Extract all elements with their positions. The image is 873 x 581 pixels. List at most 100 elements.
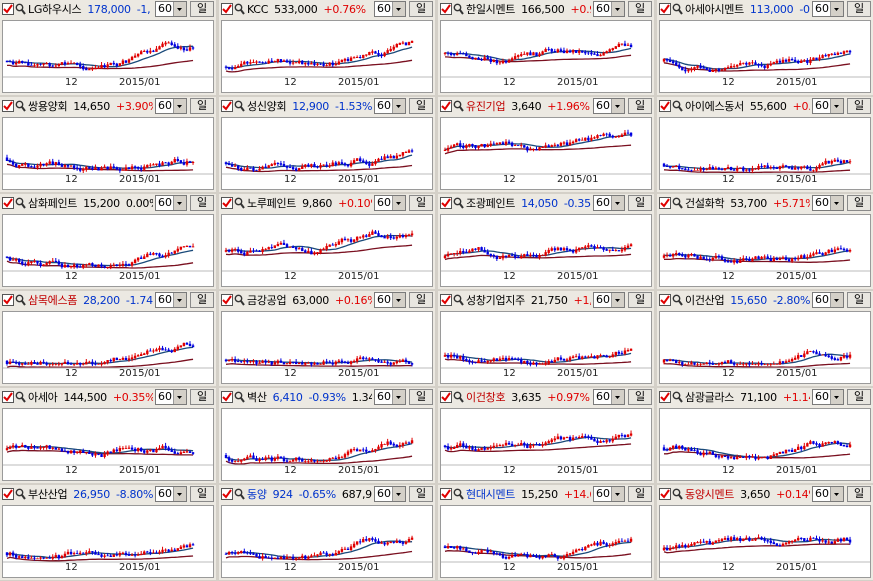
stock-name[interactable]: 이건산업 [685,294,725,307]
unit-button[interactable]: 일 [190,98,214,114]
dropdown-arrow[interactable] [392,99,405,113]
search-icon[interactable] [453,197,464,209]
checkbox[interactable] [440,488,452,500]
dropdown-arrow[interactable] [830,293,843,307]
period-select[interactable]: 60 [812,292,844,308]
search-icon[interactable] [234,100,245,112]
period-select[interactable]: 60 [155,195,187,211]
checkbox[interactable] [2,3,14,15]
unit-button[interactable]: 일 [847,389,871,405]
search-icon[interactable] [453,294,464,306]
checkbox[interactable] [221,294,233,306]
period-select[interactable]: 60 [374,195,406,211]
search-icon[interactable] [453,3,464,15]
period-select[interactable]: 60 [593,98,625,114]
period-select[interactable]: 60 [593,195,625,211]
unit-button[interactable]: 일 [628,292,652,308]
search-icon[interactable] [234,488,245,500]
period-select[interactable]: 60 [593,486,625,502]
unit-button[interactable]: 일 [190,1,214,17]
stock-name[interactable]: 유진기업 [466,100,506,113]
dropdown-arrow[interactable] [830,196,843,210]
unit-button[interactable]: 일 [409,292,433,308]
dropdown-arrow[interactable] [173,487,186,501]
dropdown-arrow[interactable] [173,2,186,16]
search-icon[interactable] [453,488,464,500]
checkbox[interactable] [659,391,671,403]
stock-name[interactable]: 성신양회 [247,100,287,113]
unit-button[interactable]: 일 [409,389,433,405]
checkbox[interactable] [440,391,452,403]
stock-name[interactable]: KCC [247,3,269,16]
checkbox[interactable] [2,391,14,403]
unit-button[interactable]: 일 [409,486,433,502]
checkbox[interactable] [2,100,14,112]
stock-name[interactable]: 성창기업지주 [466,294,525,307]
dropdown-arrow[interactable] [173,99,186,113]
checkbox[interactable] [221,391,233,403]
search-icon[interactable] [15,3,26,15]
search-icon[interactable] [453,391,464,403]
checkbox[interactable] [659,488,671,500]
search-icon[interactable] [15,391,26,403]
period-select[interactable]: 60 [593,292,625,308]
checkbox[interactable] [659,3,671,15]
unit-button[interactable]: 일 [409,98,433,114]
unit-button[interactable]: 일 [628,98,652,114]
search-icon[interactable] [672,488,683,500]
search-icon[interactable] [672,100,683,112]
checkbox[interactable] [659,100,671,112]
unit-button[interactable]: 일 [847,486,871,502]
period-select[interactable]: 60 [374,389,406,405]
search-icon[interactable] [672,197,683,209]
unit-button[interactable]: 일 [847,98,871,114]
stock-name[interactable]: 쌍용양회 [28,100,68,113]
period-select[interactable]: 60 [812,1,844,17]
stock-name[interactable]: 벽산 [247,391,267,404]
period-select[interactable]: 60 [155,486,187,502]
search-icon[interactable] [234,3,245,15]
search-icon[interactable] [672,3,683,15]
search-icon[interactable] [15,488,26,500]
dropdown-arrow[interactable] [611,487,624,501]
checkbox[interactable] [659,294,671,306]
checkbox[interactable] [221,197,233,209]
checkbox[interactable] [221,100,233,112]
dropdown-arrow[interactable] [611,293,624,307]
stock-name[interactable]: 동양시멘트 [685,488,735,501]
unit-button[interactable]: 일 [190,195,214,211]
dropdown-arrow[interactable] [173,196,186,210]
checkbox[interactable] [440,197,452,209]
period-select[interactable]: 60 [155,1,187,17]
dropdown-arrow[interactable] [392,390,405,404]
unit-button[interactable]: 일 [847,195,871,211]
dropdown-arrow[interactable] [830,390,843,404]
stock-name[interactable]: 금강공업 [247,294,287,307]
dropdown-arrow[interactable] [830,2,843,16]
search-icon[interactable] [234,391,245,403]
stock-name[interactable]: 건설화학 [685,197,725,210]
checkbox[interactable] [440,100,452,112]
stock-name[interactable]: 현대시멘트 [466,488,516,501]
dropdown-arrow[interactable] [392,487,405,501]
stock-name[interactable]: 조광페인트 [466,197,516,210]
checkbox[interactable] [221,488,233,500]
stock-name[interactable]: 삼목에스폼 [28,294,78,307]
search-icon[interactable] [15,100,26,112]
unit-button[interactable]: 일 [628,195,652,211]
unit-button[interactable]: 일 [190,389,214,405]
dropdown-arrow[interactable] [611,2,624,16]
dropdown-arrow[interactable] [173,293,186,307]
stock-name[interactable]: 부산산업 [28,488,68,501]
period-select[interactable]: 60 [812,389,844,405]
search-icon[interactable] [453,100,464,112]
unit-button[interactable]: 일 [628,389,652,405]
dropdown-arrow[interactable] [392,293,405,307]
dropdown-arrow[interactable] [830,99,843,113]
search-icon[interactable] [234,197,245,209]
period-select[interactable]: 60 [812,195,844,211]
dropdown-arrow[interactable] [611,390,624,404]
dropdown-arrow[interactable] [611,99,624,113]
checkbox[interactable] [440,294,452,306]
search-icon[interactable] [15,197,26,209]
